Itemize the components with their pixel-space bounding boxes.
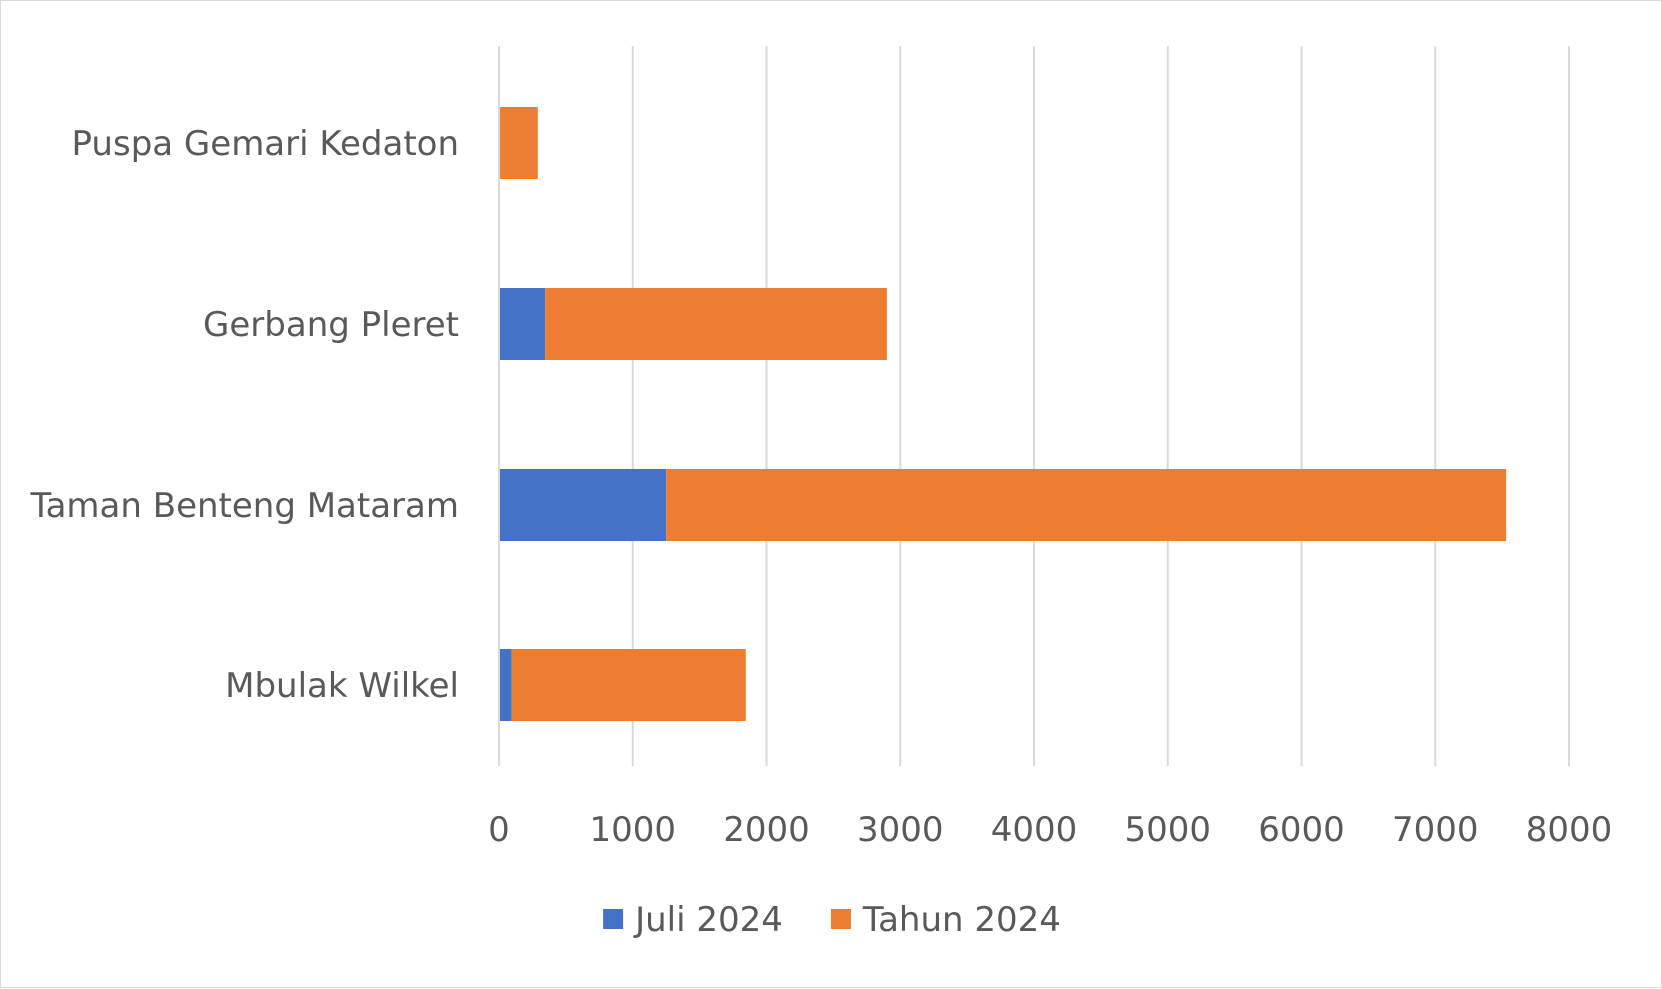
legend-label-0: Juli 2024 bbox=[633, 900, 783, 940]
category-label-taman-benteng-mataram: Taman Benteng Mataram bbox=[29, 486, 459, 526]
legend: Juli 2024 Tahun 2024 bbox=[603, 900, 1061, 940]
bar-mbulak-wilkel-series-0 bbox=[499, 649, 512, 721]
x-tick-label-0: 0 bbox=[488, 810, 510, 850]
gridlines bbox=[498, 46, 1570, 766]
legend-item-0: Juli 2024 bbox=[603, 900, 783, 940]
legend-label-1: Tahun 2024 bbox=[862, 900, 1061, 940]
bar-taman-benteng-mataram-series-1 bbox=[666, 469, 1507, 541]
bar-mbulak-wilkel-series-1 bbox=[511, 649, 746, 721]
bar-gerbang-pleret-series-0 bbox=[499, 288, 546, 360]
bar-gerbang-pleret-series-1 bbox=[545, 288, 887, 360]
bar-puspa-gemari-kedaton-series-1 bbox=[500, 107, 538, 179]
x-tick-label-7000: 7000 bbox=[1392, 810, 1479, 850]
category-label-gerbang-pleret: Gerbang Pleret bbox=[203, 305, 459, 345]
x-tick-label-8000: 8000 bbox=[1526, 810, 1613, 850]
x-tick-label-2000: 2000 bbox=[723, 810, 810, 850]
x-tick-label-3000: 3000 bbox=[857, 810, 944, 850]
x-tick-label-6000: 6000 bbox=[1258, 810, 1345, 850]
x-tick-label-4000: 4000 bbox=[991, 810, 1078, 850]
category-label-mbulak-wilkel: Mbulak Wilkel bbox=[225, 666, 459, 706]
bars bbox=[499, 107, 1507, 721]
legend-swatch-0 bbox=[603, 909, 624, 929]
axis: 0 1000 2000 3000 4000 5000 6000 7000 8000 Mbulak … bbox=[29, 46, 1612, 850]
x-tick-label-1000: 1000 bbox=[589, 810, 676, 850]
legend-swatch-1 bbox=[830, 909, 851, 929]
legend-item-1: Tahun 2024 bbox=[830, 900, 1061, 940]
x-tick-label-5000: 5000 bbox=[1124, 810, 1211, 850]
bar-taman-benteng-mataram-series-0 bbox=[499, 469, 667, 541]
category-label-puspa-gemari-kedaton: Puspa Gemari Kedaton bbox=[72, 124, 459, 164]
